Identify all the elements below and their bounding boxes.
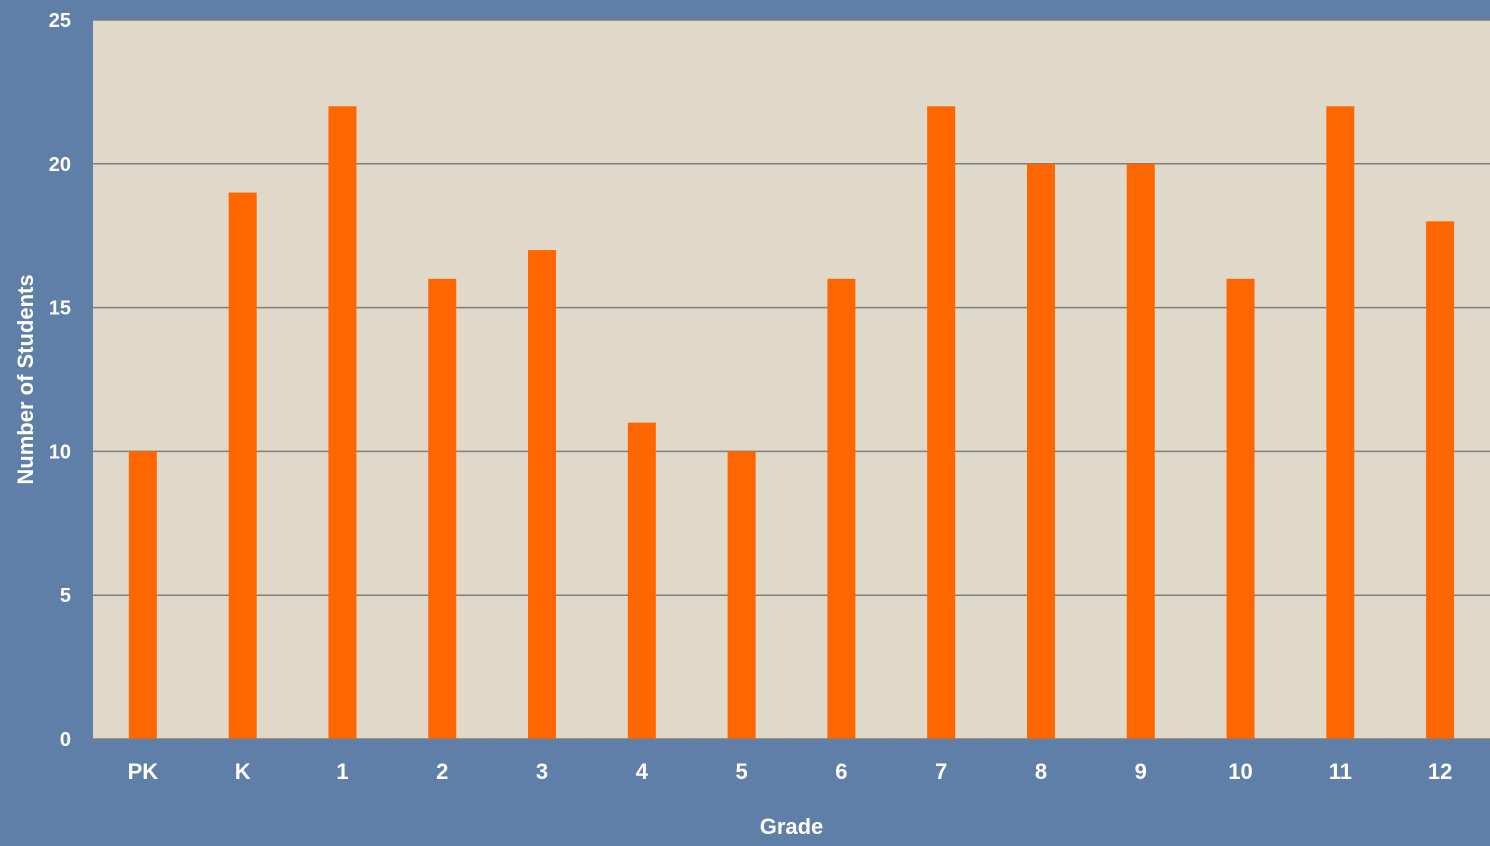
x-tick-label: 4 (636, 759, 649, 784)
y-tick-label: 20 (49, 154, 71, 176)
bar-2 (428, 278, 457, 739)
x-tick-label: PK (128, 759, 159, 784)
x-tick-label: 9 (1135, 759, 1147, 784)
x-tick-label: 1 (336, 759, 348, 784)
x-tick-label: 6 (835, 759, 847, 784)
bar-10 (1226, 278, 1255, 739)
bars (128, 106, 1455, 740)
x-tick-label: 5 (735, 759, 747, 784)
x-tick-label: 7 (935, 759, 947, 784)
x-tick-label: 8 (1035, 759, 1047, 784)
y-axis-label: Number of Students (13, 274, 38, 484)
bar-6 (827, 278, 856, 739)
bar-4 (627, 422, 656, 739)
y-tick-label: 15 (49, 298, 71, 320)
x-tick-label: 3 (536, 759, 548, 784)
bar-9 (1126, 163, 1155, 740)
bar-3 (528, 250, 557, 739)
y-tick-label: 0 (60, 729, 71, 751)
x-tick-label: 10 (1228, 759, 1252, 784)
x-axis-label: Grade (760, 814, 824, 839)
bar-8 (1026, 163, 1055, 740)
y-tick-label: 10 (49, 441, 71, 463)
x-tick-label: K (235, 759, 251, 784)
bar-PK (128, 451, 157, 739)
x-tick-label: 12 (1428, 759, 1452, 784)
bar-1 (328, 106, 357, 739)
y-tick-label: 25 (49, 10, 71, 32)
x-tick-label: 11 (1329, 759, 1352, 784)
gridlines (93, 19, 1490, 596)
bar-11 (1326, 106, 1355, 739)
x-axis-ticks: PK K 1 2 3 4 5 6 7 8 9 10 11 12 (92, 739, 1452, 784)
y-tick-label: 5 (60, 585, 71, 607)
bar-7 (927, 106, 956, 739)
x-tick-label: 2 (436, 759, 448, 784)
bar-5 (727, 451, 756, 739)
bar-12 (1426, 221, 1455, 739)
y-axis-ticks: 0 5 10 15 20 25 (49, 10, 71, 751)
plot-area (93, 20, 1490, 739)
bar-K (228, 192, 257, 739)
